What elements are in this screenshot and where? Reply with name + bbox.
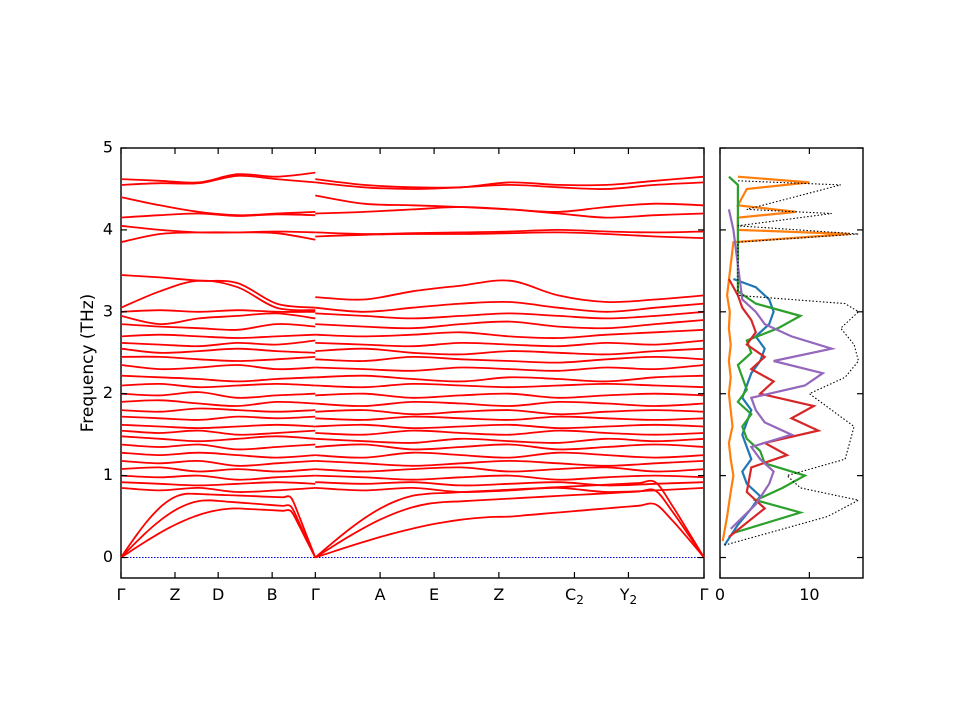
optical-band <box>120 435 316 443</box>
acoustic-band <box>120 507 317 559</box>
optical-band <box>120 474 316 481</box>
optical-band <box>120 486 316 493</box>
optical-band <box>120 423 316 430</box>
acoustic-band <box>120 499 317 559</box>
x-tick-label: Γ <box>700 585 709 604</box>
optical-band <box>120 279 316 312</box>
optical-band <box>120 323 316 331</box>
y-tick-label: 3 <box>103 301 113 320</box>
phonon-bands <box>120 171 705 559</box>
optical-band <box>315 347 705 356</box>
optical-band <box>120 429 316 436</box>
optical-band <box>315 415 705 421</box>
optical-band <box>120 274 316 309</box>
optical-band <box>315 279 705 304</box>
y-axis-ticks: 0 1 2 3 4 5 <box>103 138 704 566</box>
y-tick-label: 2 <box>103 383 113 402</box>
optical-band <box>315 409 705 416</box>
optical-band <box>120 451 316 459</box>
band-plot-frame <box>120 147 705 579</box>
optical-band <box>120 171 316 184</box>
optical-band <box>120 374 316 383</box>
optical-band <box>315 310 705 320</box>
optical-band <box>315 339 705 348</box>
dos-panel: 0 10 <box>715 147 864 604</box>
optical-band <box>120 481 316 487</box>
optical-band <box>315 437 705 444</box>
optical-band <box>315 382 705 389</box>
y-tick-label: 0 <box>103 547 113 566</box>
dos-x-tick-label: 10 <box>799 585 819 604</box>
x-tick-label: A <box>375 585 386 604</box>
x-tick-label: C2 <box>565 585 584 607</box>
y-tick-label: 1 <box>103 465 113 484</box>
dos-plot-frame <box>719 147 864 579</box>
y-tick-label: 5 <box>103 138 113 157</box>
optical-band <box>315 474 705 481</box>
optical-band <box>315 319 705 330</box>
optical-band <box>315 181 705 190</box>
x-tick-label: Γ <box>117 585 126 604</box>
y-tick-label: 4 <box>103 219 113 238</box>
x-tick-label: Γ <box>311 585 320 604</box>
dos-curve <box>723 277 775 546</box>
optical-band <box>120 174 316 186</box>
optical-band <box>120 312 316 326</box>
optical-band <box>120 309 316 313</box>
band-structure-panel: 0 1 2 3 4 5 Γ Z D B Γ A E Z C2 Y2 Γ Frequency (THz) <box>78 138 709 608</box>
optical-band <box>120 407 316 413</box>
dos-x-ticks: 0 10 <box>715 148 820 604</box>
dos-x-tick-label: 0 <box>715 585 725 604</box>
optical-band <box>120 399 316 407</box>
optical-band <box>315 423 705 430</box>
dos-curve <box>727 209 837 530</box>
optical-band <box>120 339 316 348</box>
optical-band <box>120 355 316 362</box>
optical-band <box>315 429 705 436</box>
optical-band <box>315 231 705 239</box>
optical-band <box>315 400 705 407</box>
acoustic-band <box>315 502 705 559</box>
optical-band <box>315 374 705 383</box>
optical-band <box>315 466 705 473</box>
optical-band <box>120 382 316 389</box>
optical-band <box>120 415 316 421</box>
optical-band <box>315 175 705 189</box>
dos-curve <box>727 278 822 538</box>
optical-band <box>315 451 705 459</box>
optical-band <box>120 212 316 219</box>
optical-band <box>315 443 705 451</box>
x-tick-label: Z <box>169 585 180 604</box>
y-axis-label: Frequency (THz) <box>78 294 98 433</box>
optical-band <box>120 443 316 451</box>
optical-band <box>315 459 705 467</box>
x-tick-label: B <box>267 585 278 604</box>
optical-band <box>120 231 316 244</box>
optical-band <box>315 481 705 487</box>
optical-band <box>315 364 705 372</box>
optical-band <box>120 466 316 473</box>
acoustic-band <box>120 492 317 558</box>
optical-band <box>315 300 705 313</box>
optical-band <box>315 206 705 219</box>
dos-curve <box>724 180 861 546</box>
x-tick-label: D <box>212 585 224 604</box>
x-tick-label: E <box>429 585 439 604</box>
optical-band <box>315 486 705 493</box>
dos-y-ticks <box>720 147 863 559</box>
optical-band <box>315 355 705 364</box>
optical-band <box>120 333 316 339</box>
optical-band <box>120 459 316 467</box>
optical-band <box>315 392 705 399</box>
optical-band <box>120 347 316 354</box>
optical-band <box>315 328 705 339</box>
dos-curves <box>721 175 861 546</box>
optical-band <box>120 364 316 371</box>
x-tick-label: Y2 <box>619 585 637 607</box>
x-tick-label: Z <box>493 585 504 604</box>
optical-band <box>120 391 316 399</box>
